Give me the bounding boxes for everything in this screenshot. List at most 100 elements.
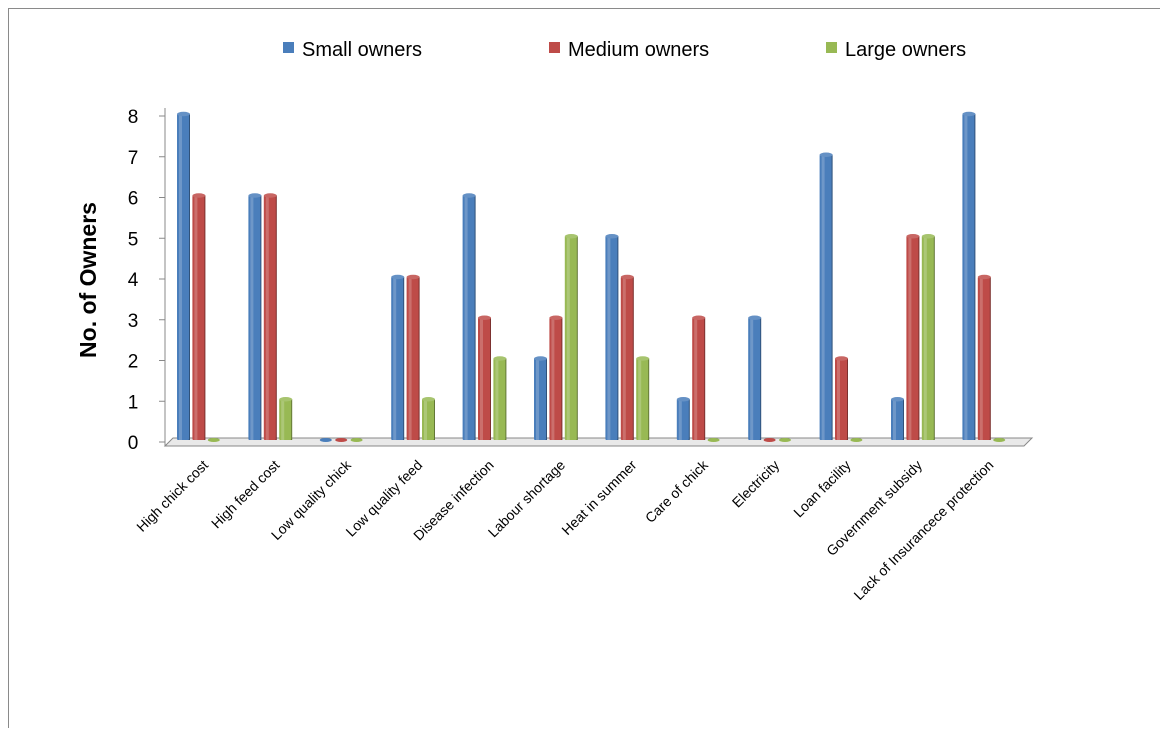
- bar-large-owners: [493, 356, 507, 440]
- legend-swatch: [826, 42, 837, 53]
- bar-highlight: [281, 399, 285, 440]
- bar-highlight: [964, 114, 968, 440]
- bar-medium-owners: [335, 438, 348, 442]
- x-category-label: Heat in summer: [558, 457, 639, 538]
- bar-top: [177, 111, 190, 117]
- bar-front: [921, 236, 934, 440]
- y-tick-label: 8: [128, 107, 139, 128]
- bar-medium-owners: [549, 315, 563, 440]
- bar-front: [391, 277, 404, 440]
- bar-zero-cap: [850, 438, 863, 442]
- bar-front: [422, 399, 434, 440]
- bar-front: [676, 399, 689, 440]
- bar-front: [748, 317, 761, 440]
- y-tick-label: 4: [128, 270, 139, 291]
- bar-front: [605, 236, 618, 440]
- bar-highlight: [821, 154, 825, 440]
- legend-swatch: [549, 42, 560, 53]
- bar-top: [534, 356, 547, 361]
- bar-small-owners: [605, 234, 619, 440]
- bar-top: [248, 193, 262, 198]
- bar-front: [636, 358, 649, 440]
- y-tick-label: 3: [128, 311, 139, 332]
- bar-front: [564, 236, 577, 440]
- bar-medium-owners: [478, 315, 491, 440]
- legend-label: Large owners: [845, 39, 966, 61]
- chart-floor: [163, 437, 1034, 447]
- bar-small-owners: [391, 274, 405, 440]
- x-category-label: High feed cost: [208, 457, 283, 532]
- bar-top: [676, 397, 690, 402]
- bar-medium-owners: [906, 234, 920, 440]
- y-tick-label: 6: [128, 189, 139, 210]
- bar-medium-owners: [406, 274, 420, 440]
- bar-highlight: [265, 195, 269, 440]
- bar-top: [422, 397, 435, 402]
- x-category-label: High chick cost: [133, 457, 211, 535]
- bar-front: [819, 154, 832, 440]
- bar-large-owners: [564, 234, 578, 440]
- bar-top: [921, 234, 935, 239]
- legend-item: Medium owners: [549, 39, 709, 61]
- bar-top: [478, 315, 491, 320]
- bar-zero-cap: [707, 438, 720, 442]
- bar-highlight: [250, 195, 254, 440]
- bar-front: [549, 317, 562, 440]
- bar-zero-cap: [207, 438, 220, 442]
- bar-zero-cap: [779, 438, 791, 442]
- legend-item: Small owners: [283, 39, 422, 61]
- bar-front: [248, 195, 261, 440]
- bar-front: [692, 317, 705, 440]
- bar-large-owners: [707, 438, 720, 442]
- bar-highlight: [179, 114, 182, 440]
- bar-large-owners: [850, 438, 863, 442]
- x-category-label: Loan facility: [790, 457, 854, 521]
- bar-highlight: [750, 317, 754, 440]
- bar-front: [835, 358, 847, 440]
- y-tick-label: 7: [128, 148, 139, 169]
- bar-zero-cap: [319, 438, 332, 442]
- legend-swatch: [283, 42, 294, 53]
- bar-top: [549, 315, 563, 320]
- bar-highlight: [979, 277, 983, 440]
- bar-top: [493, 356, 507, 361]
- bar-medium-owners: [835, 356, 848, 440]
- bar-large-owners: [921, 234, 935, 440]
- bar-highlight: [408, 277, 412, 440]
- bar-top: [263, 193, 277, 198]
- bar-front: [279, 399, 292, 440]
- bar-top: [906, 234, 920, 239]
- bar-top: [462, 193, 476, 198]
- bar-front: [263, 195, 276, 440]
- bar-front: [493, 358, 506, 440]
- y-axis: 0 1 2 3 4 5 6 7 8: [128, 107, 166, 454]
- bar-front: [620, 277, 633, 440]
- bar-medium-owners: [977, 274, 991, 440]
- bar-front: [906, 236, 919, 440]
- bar-front: [534, 358, 546, 440]
- bar-small-owners: [319, 438, 332, 442]
- x-category-label: Lack of Insurancece protection: [850, 457, 996, 603]
- bar-small-owners: [748, 315, 762, 440]
- bar-front: [177, 114, 189, 440]
- bar-highlight: [694, 317, 698, 440]
- bar-top: [692, 315, 706, 320]
- bar-highlight: [908, 236, 912, 440]
- bar-highlight: [194, 195, 198, 440]
- bar-small-owners: [462, 193, 476, 440]
- bar-highlight: [566, 236, 570, 440]
- bar-front: [478, 317, 490, 440]
- bar-top: [835, 356, 848, 361]
- bar-front: [462, 195, 475, 440]
- bar-highlight: [393, 277, 397, 440]
- bar-front: [406, 277, 419, 440]
- bar-top: [891, 397, 904, 402]
- bar-large-owners: [993, 438, 1006, 442]
- y-tick-label: 0: [128, 433, 139, 454]
- bar-highlight: [480, 317, 483, 440]
- bar-top: [391, 274, 405, 280]
- bar-top: [636, 356, 650, 361]
- bar-front: [891, 399, 903, 440]
